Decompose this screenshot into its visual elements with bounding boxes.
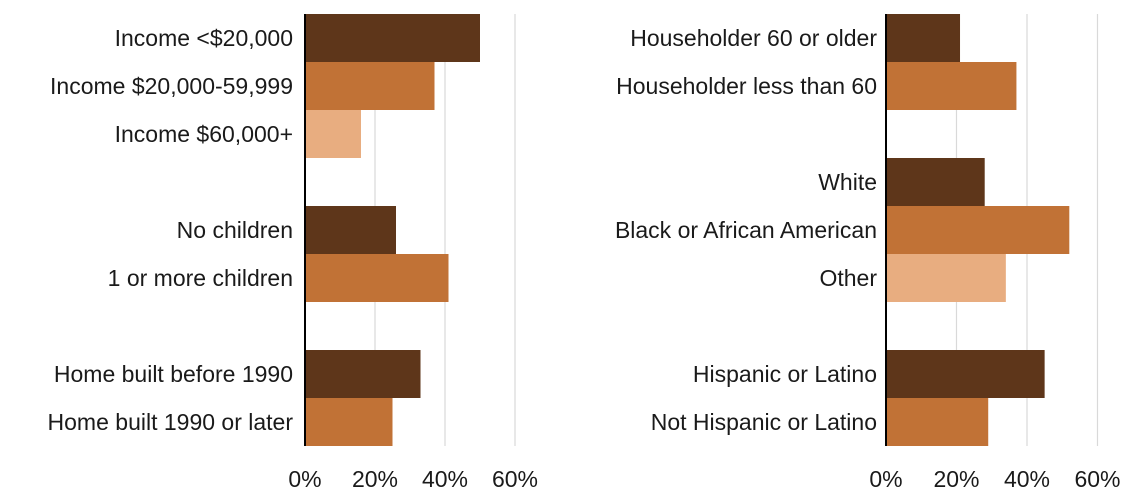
x-tick-label: 40% <box>1004 466 1050 488</box>
category-label: Not Hispanic or Latino <box>651 409 877 435</box>
bar <box>305 14 480 62</box>
bar <box>886 350 1045 398</box>
bar <box>305 254 449 302</box>
category-label: Income <$20,000 <box>115 25 293 51</box>
category-label: Black or African American <box>615 217 877 243</box>
x-tick-label: 60% <box>492 466 538 488</box>
bar <box>305 350 421 398</box>
chart-panel-2: Householder 60 or older Householder less … <box>615 14 1121 492</box>
category-label: No children <box>177 217 293 243</box>
x-tick-label: 20% <box>352 466 398 488</box>
bar <box>886 62 1017 110</box>
bar <box>886 254 1006 302</box>
x-tick-label: 0% <box>288 466 321 488</box>
bar <box>305 110 361 158</box>
category-label: Householder 60 or older <box>630 25 877 51</box>
bar <box>305 206 396 254</box>
bar <box>305 62 435 110</box>
bar <box>886 158 985 206</box>
category-label: Other <box>819 265 877 291</box>
x-tick-label: 60% <box>1074 466 1120 488</box>
category-label: 1 or more children <box>108 265 293 291</box>
bar <box>886 398 989 446</box>
bar <box>886 206 1070 254</box>
x-tick-label: 40% <box>422 466 468 488</box>
category-label: Income $20,000-59,999 <box>50 73 293 99</box>
category-label: Householder less than 60 <box>616 73 877 99</box>
bar <box>886 14 961 62</box>
category-label: Income $60,000+ <box>115 121 293 147</box>
category-label: Home built 1990 or later <box>48 409 294 435</box>
category-label: White <box>818 169 877 195</box>
x-tick-label: 0% <box>869 466 902 488</box>
category-label: Hispanic or Latino <box>693 361 877 387</box>
category-label: Home built before 1990 <box>54 361 293 387</box>
bar <box>305 398 393 446</box>
x-tick-label: 20% <box>933 466 979 488</box>
chart-panel-1: Income <$20,000 Income $20,000-59,999 Inco… <box>48 14 538 492</box>
